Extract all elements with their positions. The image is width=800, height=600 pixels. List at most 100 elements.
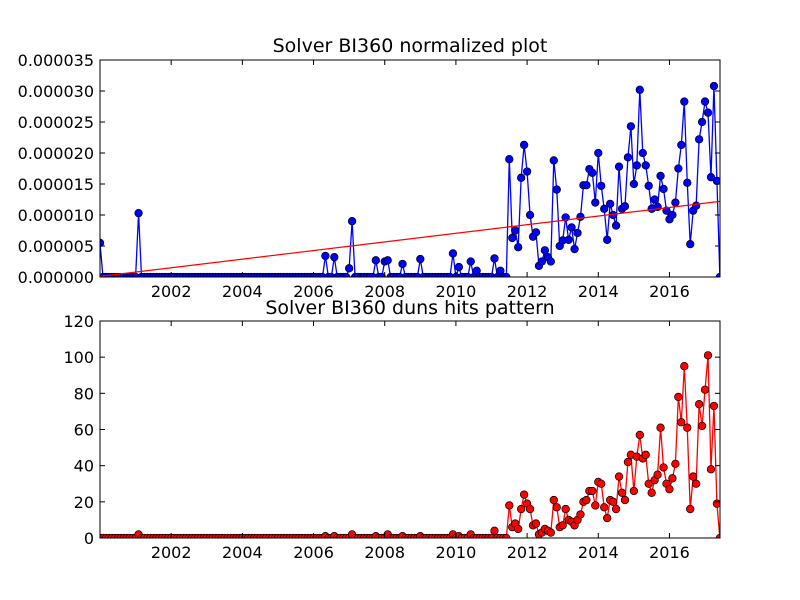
y-tick-label: 0.000010	[18, 206, 94, 225]
x-tick-label: 2010	[436, 282, 477, 301]
data-point	[487, 272, 496, 277]
data-point	[371, 256, 380, 265]
data-point	[383, 256, 392, 265]
data-point	[683, 178, 692, 187]
data-point	[647, 488, 656, 497]
data-point	[671, 198, 680, 207]
data-point	[531, 228, 541, 237]
data-point	[514, 524, 523, 534]
data-point	[608, 497, 618, 506]
data-point	[677, 140, 686, 150]
data-point	[576, 510, 585, 519]
data-point	[614, 162, 624, 171]
data-point	[677, 418, 686, 427]
data-point	[567, 223, 576, 232]
data-point	[591, 198, 600, 207]
data-point	[377, 272, 386, 277]
data-point	[644, 181, 653, 191]
data-point	[600, 204, 609, 213]
data-point	[629, 179, 639, 189]
data-point	[697, 421, 707, 431]
data-point	[668, 210, 677, 220]
data-point	[549, 495, 558, 505]
data-point	[502, 533, 511, 538]
y-tick-label: 0.000030	[18, 82, 94, 101]
x-tick-label: 2002	[151, 543, 192, 562]
data-point	[703, 108, 713, 117]
data-point	[573, 228, 582, 238]
data-point	[641, 161, 650, 170]
data-point	[706, 465, 716, 474]
data-point	[638, 148, 647, 158]
data-point	[514, 243, 523, 252]
axis-ticks: 2002 2004 2006 2008 2010 2012 2014 2016 0.000000…	[18, 51, 720, 301]
x-tick-label: 2006	[293, 282, 334, 301]
y-tick-label: 0.000025	[18, 113, 94, 132]
data-point	[517, 504, 526, 514]
data-point	[626, 122, 636, 131]
data-point	[659, 463, 668, 472]
x-tick-label: 2016	[649, 282, 690, 301]
data-point	[694, 135, 704, 144]
axes-frame	[99, 59, 721, 278]
data-point	[692, 479, 701, 488]
y-tick-label: 40	[74, 457, 94, 476]
data-point	[490, 526, 499, 535]
data-point	[552, 503, 561, 512]
data-point	[466, 257, 475, 266]
data-point	[582, 181, 591, 190]
data-point	[671, 459, 680, 469]
data-point	[561, 504, 570, 514]
data-point	[582, 495, 591, 505]
data-point	[689, 472, 698, 481]
x-tick-label: 2012	[507, 282, 548, 301]
data-point	[540, 246, 550, 255]
data-point	[537, 257, 547, 266]
data-point	[629, 486, 639, 496]
data-point	[650, 195, 659, 204]
x-tick-label: 2014	[578, 543, 619, 562]
x-tick-label: 2008	[364, 543, 405, 562]
x-tick-label: 2012	[507, 543, 548, 562]
data-point	[706, 173, 716, 182]
x-tick-label: 2014	[578, 282, 619, 301]
data-point	[635, 85, 644, 94]
series-group	[100, 81, 720, 277]
x-tick-label: 2008	[364, 282, 405, 301]
data-point	[330, 253, 339, 262]
y-tick-label: 0.000035	[18, 51, 94, 70]
data-point	[570, 244, 579, 254]
data-point	[517, 173, 526, 182]
data-point	[588, 168, 597, 177]
data-point	[552, 185, 561, 194]
y-tick-label: 0.000005	[18, 237, 94, 256]
data-point	[623, 153, 633, 162]
data-point	[522, 167, 532, 176]
y-tick-label: 0	[84, 529, 94, 548]
data-point	[620, 202, 630, 211]
data-point	[674, 164, 683, 173]
data-point	[686, 239, 695, 249]
data-point	[712, 176, 720, 186]
data-point	[511, 226, 520, 235]
data-point	[656, 423, 665, 432]
data-point	[674, 392, 683, 402]
data-point	[692, 201, 701, 210]
plot-area	[100, 81, 720, 277]
data-point	[508, 233, 517, 243]
duns-hits-plot: Solver BI360 duns hits pattern 2002 2004 2…	[63, 297, 721, 562]
data-point	[632, 161, 641, 170]
data-point	[605, 199, 615, 208]
x-tick-label: 2010	[436, 543, 477, 562]
data-point	[505, 501, 514, 510]
x-tick-label: 2016	[649, 543, 690, 562]
data-point	[134, 208, 143, 218]
data-point	[620, 495, 630, 505]
data-point	[697, 117, 707, 127]
data-point	[644, 479, 653, 488]
trend-line	[100, 200, 720, 277]
y-tick-label: 0.000020	[18, 144, 94, 163]
data-point	[347, 217, 357, 226]
